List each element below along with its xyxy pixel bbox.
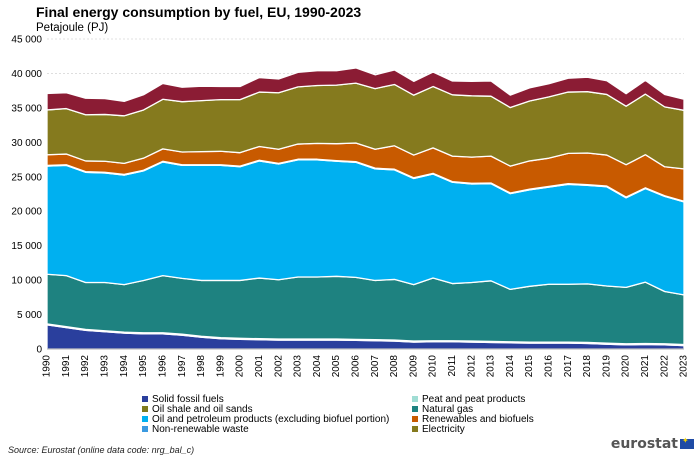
legend-item-oil-shale: Oil shale and oil sands <box>142 404 253 416</box>
x-tick-label: 2004 <box>312 355 323 378</box>
legend-label: Oil shale and oil sands <box>152 404 253 415</box>
x-tick-label: 1999 <box>215 355 226 378</box>
x-tick-label: 2018 <box>582 355 593 378</box>
legend-label: Natural gas <box>422 404 474 415</box>
x-tick-label: 2014 <box>505 355 516 378</box>
legend-label: Oil and petroleum products (excluding bi… <box>152 414 390 425</box>
legend-label: Electricity <box>422 424 465 435</box>
legend-swatch <box>142 426 148 432</box>
x-tick-label: 1996 <box>157 355 168 378</box>
legend-item-non-renewable-waste: Non-renewable waste <box>142 424 249 436</box>
x-tick-label: 2011 <box>447 355 458 377</box>
y-tick-label: 40 000 <box>11 69 42 80</box>
legend-item-solid-fossil-fuels: Solid fossil fuels <box>142 394 224 406</box>
x-tick-label: 2023 <box>679 355 690 378</box>
y-tick-label: 30 000 <box>11 138 42 149</box>
x-tick-label: 2009 <box>408 355 419 378</box>
legend-label: Renewables and biofuels <box>422 414 534 425</box>
y-tick-label: 5 000 <box>17 310 42 321</box>
stacked-area-chart: 0 5 000 10 000 15 000 20 000 25 000 30 000 35 0… <box>11 35 690 378</box>
legend-swatch <box>412 426 418 432</box>
source-note: Source: Eurostat (online data code: nrg_… <box>8 445 195 455</box>
y-tick-label: 10 000 <box>11 276 42 287</box>
x-tick-label: 1991 <box>61 355 72 378</box>
legend-item-oil-petroleum: Oil and petroleum products (excluding bi… <box>142 414 390 426</box>
x-tick-label: 2007 <box>370 355 381 378</box>
y-tick-label: 35 000 <box>11 103 42 114</box>
x-tick-label: 1998 <box>196 355 207 378</box>
x-tick-label: 2021 <box>640 355 651 378</box>
x-tick-label: 2010 <box>428 355 439 378</box>
y-tick-label: 25 000 <box>11 172 42 183</box>
x-tick-label: 2006 <box>350 355 361 378</box>
x-tick-label: 2012 <box>466 355 477 378</box>
legend-item-natural-gas: Natural gas <box>412 404 474 416</box>
x-tick-label: 2016 <box>544 355 555 378</box>
x-tick-label: 2015 <box>524 355 535 378</box>
x-tick-label: 1994 <box>119 355 130 378</box>
x-tick-label: 2022 <box>659 355 670 378</box>
legend-swatch <box>142 406 148 412</box>
x-tick-label: 2002 <box>273 355 284 378</box>
legend-swatch <box>412 396 418 402</box>
x-tick-label: 2001 <box>254 355 265 378</box>
chart-title: Final energy consumption by fuel, EU, 19… <box>36 4 362 20</box>
legend-label: Solid fossil fuels <box>152 394 224 405</box>
x-tick-label: 1993 <box>100 355 111 378</box>
legend-item-electricity: Electricity <box>412 424 465 436</box>
legend-swatch <box>142 416 148 422</box>
x-tick-label: 1997 <box>177 355 188 378</box>
x-tick-label: 2000 <box>235 355 246 378</box>
x-tick-label: 2013 <box>486 355 497 378</box>
x-tick-label: 2020 <box>621 355 632 378</box>
legend-label: Non-renewable waste <box>152 424 249 435</box>
legend-swatch <box>142 396 148 402</box>
y-tick-label: 0 <box>36 345 42 356</box>
legend-label: Peat and peat products <box>422 394 526 405</box>
x-tick-label: 2003 <box>293 355 304 378</box>
logo-text: eurostat <box>610 436 678 452</box>
x-tick-label: 2019 <box>601 355 612 378</box>
x-tick-label: 2005 <box>331 355 342 378</box>
legend-swatch <box>412 416 418 422</box>
area-series <box>46 67 685 117</box>
x-tick-label: 2008 <box>389 355 400 378</box>
y-tick-label: 15 000 <box>11 241 42 252</box>
x-tick-label: 1995 <box>138 355 149 378</box>
x-tick-label: 2017 <box>563 355 574 378</box>
legend-swatch <box>412 406 418 412</box>
legend-item-renewables: Renewables and biofuels <box>412 414 534 426</box>
x-tick-label: 1990 <box>42 355 53 378</box>
chart-subtitle: Petajoule (PJ) <box>36 22 109 34</box>
y-tick-label: 45 000 <box>11 35 42 46</box>
x-tick-label: 1992 <box>80 355 91 378</box>
eurostat-logo: eurostat <box>611 436 694 452</box>
legend-item-peat: Peat and peat products <box>412 394 526 406</box>
eu-flag-icon <box>680 436 694 449</box>
y-tick-label: 20 000 <box>11 207 42 218</box>
